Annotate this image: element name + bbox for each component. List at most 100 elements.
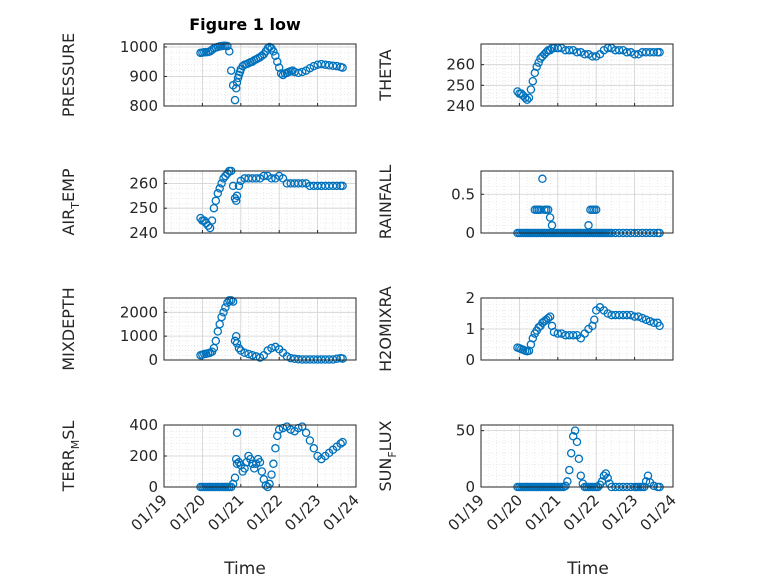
- data-point: [274, 63, 284, 72]
- axes-frame: [163, 297, 357, 361]
- axes-frame: [480, 170, 674, 234]
- y-tick-label: 0: [148, 351, 158, 369]
- data-point: [630, 50, 639, 59]
- axes-frame: [163, 43, 357, 107]
- data-point: [249, 464, 259, 473]
- data-point: [332, 354, 342, 364]
- data-point: [568, 330, 578, 340]
- data-point: [230, 336, 240, 346]
- y-axis-label: RAINFALL: [376, 165, 395, 240]
- data-point: [232, 428, 242, 438]
- data-point: [588, 52, 597, 61]
- data-point: [649, 48, 659, 57]
- data-point: [603, 309, 612, 318]
- data-point: [532, 62, 541, 71]
- data-point: [338, 63, 347, 72]
- data-point: [645, 317, 655, 326]
- data-point: [248, 350, 257, 360]
- y-tick-label: 0: [148, 478, 158, 496]
- plot-area: [481, 44, 673, 106]
- data-point: [269, 47, 278, 56]
- data-point: [232, 459, 242, 469]
- y-tick-label: 240: [446, 97, 475, 115]
- data-point: [259, 171, 269, 181]
- y-axis-label: AIRTEMP: [59, 168, 82, 235]
- data-point: [538, 174, 547, 184]
- data-point: [572, 48, 582, 57]
- data-point: [553, 329, 563, 338]
- y-tick-label: 50: [456, 422, 475, 440]
- data-point: [332, 61, 342, 71]
- data-point: [213, 189, 223, 198]
- data-point: [591, 205, 601, 215]
- data-point: [248, 459, 257, 469]
- y-axis-label: SUNFLUX: [376, 420, 399, 491]
- data-point: [230, 95, 240, 105]
- axes-frame: [163, 170, 357, 234]
- y-tick-label: 1000: [120, 327, 158, 345]
- data-point: [269, 459, 278, 469]
- data-point: [520, 93, 530, 102]
- y-tick-label: 1000: [120, 38, 158, 56]
- data-point: [634, 312, 643, 321]
- y-tick-label: 250: [446, 76, 475, 94]
- data-point: [545, 213, 555, 222]
- data-point: [232, 339, 242, 348]
- data-point: [255, 457, 265, 467]
- data-point: [267, 343, 276, 353]
- data-point: [251, 174, 261, 183]
- data-point: [231, 196, 241, 206]
- data-point: [305, 436, 315, 445]
- y-axis-label: H2OMIXRA: [376, 286, 395, 372]
- data-point: [338, 181, 347, 191]
- subplot-theta: 240 250 260 THETA: [376, 43, 674, 115]
- data-point: [543, 313, 553, 323]
- y-tick-label: 0.5: [451, 185, 475, 203]
- data-point: [211, 196, 221, 206]
- data-point: [309, 444, 319, 453]
- data-point: [626, 310, 636, 320]
- y-tick-label: 900: [129, 67, 158, 85]
- data-point: [549, 327, 559, 337]
- y-tick-label: 250: [129, 199, 158, 217]
- data-point: [317, 59, 326, 69]
- data-point: [565, 45, 574, 55]
- data-point: [649, 481, 659, 491]
- data-point: [273, 57, 282, 66]
- data-point: [568, 432, 578, 441]
- data-point: [297, 179, 307, 188]
- plot-area: [164, 298, 356, 360]
- data-point: [286, 353, 295, 363]
- data-point: [297, 67, 307, 77]
- data-point: [590, 315, 599, 324]
- data-point: [565, 465, 574, 475]
- data-point: [655, 48, 664, 57]
- data-point: [563, 477, 572, 486]
- data-point: [622, 48, 632, 57]
- data-point: [221, 303, 230, 312]
- subplot-air-temp: 240 250 260 AIRTEMP: [59, 166, 357, 242]
- y-tick-label: 2: [465, 289, 475, 307]
- data-point: [240, 348, 249, 358]
- data-point: [572, 437, 582, 447]
- data-point: [244, 349, 253, 359]
- subplot-pressure: 800 900 1000 PRESSURE: [59, 33, 357, 117]
- data-point: [547, 221, 557, 230]
- data-point: [528, 334, 538, 343]
- y-axis-label: MIXDEPTH: [59, 287, 78, 370]
- data-point: [228, 181, 238, 191]
- data-point: [301, 428, 311, 438]
- y-tick-label: 2000: [120, 303, 158, 321]
- data-point: [286, 425, 295, 434]
- data-point: [655, 321, 664, 331]
- axes-frame: [480, 43, 674, 107]
- data-point: [526, 85, 536, 94]
- x-axis-label-left: Time: [223, 559, 266, 579]
- y-tick-label: 260: [446, 56, 475, 74]
- data-point: [336, 439, 345, 448]
- data-point: [274, 425, 284, 434]
- y-tick-label: 1: [465, 320, 475, 338]
- y-tick-label: 200: [129, 447, 158, 465]
